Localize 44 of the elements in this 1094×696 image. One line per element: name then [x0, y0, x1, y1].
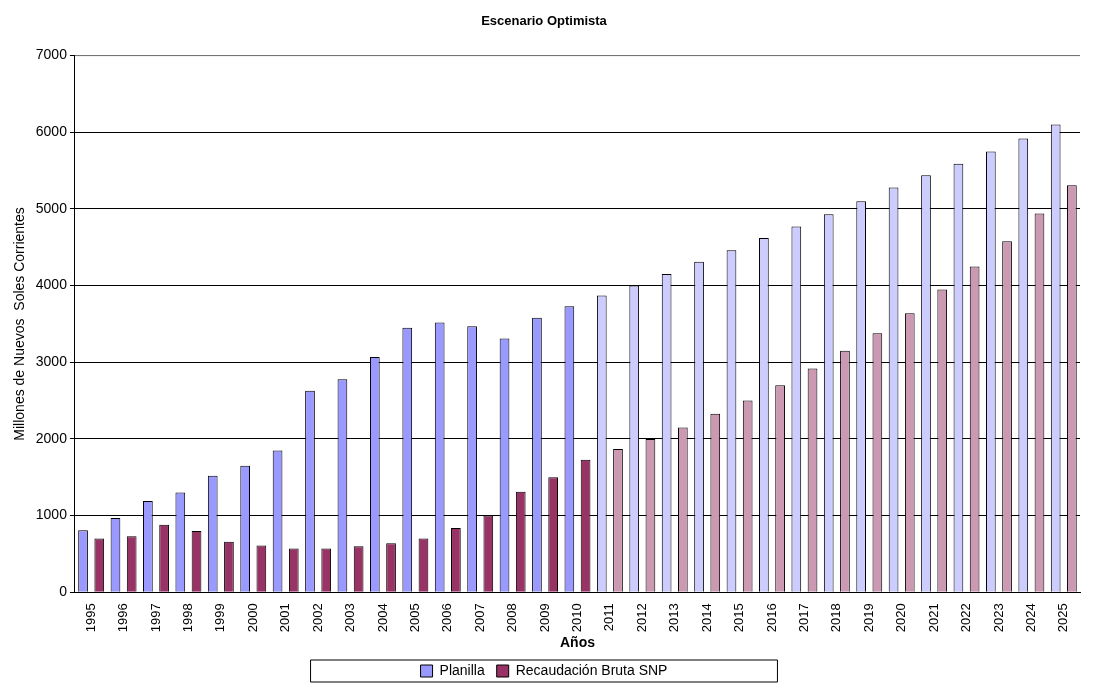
x-tick-label: 2021 — [925, 603, 941, 633]
x-tick-label: 2011 — [601, 603, 617, 632]
x-tick-label: 2008 — [504, 603, 520, 633]
x-tick-label: 2012 — [633, 603, 649, 633]
legend-label: Recaudación Bruta SNP — [515, 661, 668, 678]
x-tick-label: 2014 — [698, 603, 714, 633]
x-tick-label: 2015 — [731, 603, 747, 633]
x-tick-label: 2005 — [406, 603, 422, 633]
x-tick-label: 2025 — [1055, 603, 1071, 633]
x-tick-label: 2020 — [893, 603, 909, 633]
y-tick-label: 3000 — [35, 353, 68, 370]
y-tick-label: 1000 — [35, 506, 68, 523]
x-tick-label: 1999 — [212, 603, 228, 633]
y-tick-label: 2000 — [35, 429, 68, 446]
chart-title: Escenario Optimista — [481, 13, 608, 29]
x-tick-label: 2013 — [666, 603, 682, 633]
x-axis-title: Años — [559, 634, 596, 651]
x-tick-label: 2003 — [342, 603, 358, 633]
x-tick-label: 2018 — [828, 603, 844, 633]
x-tick-label: 2006 — [439, 603, 455, 633]
x-tick-label: 1998 — [180, 603, 195, 633]
y-axis-title: Millones de Nuevos Soles Corrientes — [11, 207, 28, 441]
legend-label: Planilla — [439, 661, 485, 678]
x-tick-label: 2022 — [958, 603, 974, 633]
x-tick-label: 2016 — [763, 603, 779, 633]
x-tick-label: 2001 — [277, 603, 293, 633]
x-tick-label: 2007 — [471, 603, 487, 633]
y-tick-label: 6000 — [35, 123, 68, 140]
x-tick-label: 2002 — [309, 603, 325, 633]
y-tick-label: 0 — [59, 583, 68, 600]
y-tick-label: 7000 — [35, 46, 68, 63]
x-tick-label: 2004 — [374, 603, 390, 633]
x-tick-label: 2010 — [569, 603, 585, 633]
y-tick-label: 5000 — [35, 199, 68, 216]
x-tick-label: 2017 — [796, 603, 811, 633]
x-tick-label: 1997 — [147, 603, 163, 633]
x-tick-label: 2019 — [860, 603, 876, 633]
x-tick-label: 1995 — [82, 603, 98, 633]
x-tick-label: 2024 — [1022, 603, 1038, 633]
y-tick-label: 4000 — [35, 276, 68, 293]
x-tick-label: 2009 — [536, 603, 552, 633]
x-tick-label: 1996 — [115, 603, 131, 633]
x-tick-label: 2023 — [990, 603, 1006, 633]
x-tick-label: 2000 — [244, 603, 260, 633]
